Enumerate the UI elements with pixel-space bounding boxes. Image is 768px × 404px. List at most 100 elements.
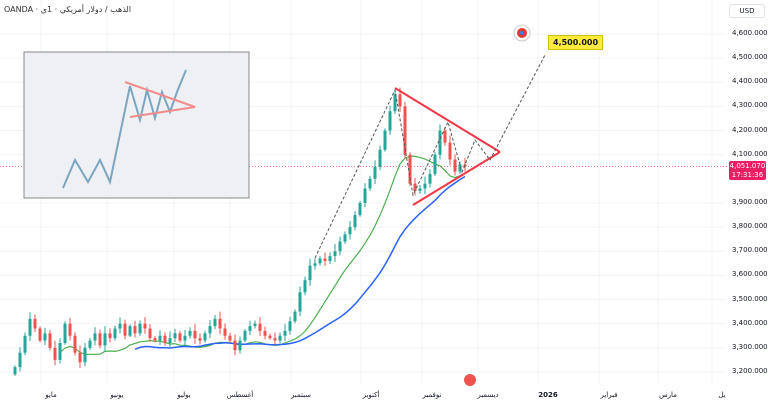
candle — [248, 326, 252, 331]
candle — [138, 323, 142, 334]
candle — [358, 202, 362, 216]
candle — [213, 318, 217, 327]
candle — [153, 338, 157, 341]
candle — [53, 347, 57, 360]
candle — [298, 292, 302, 312]
candle — [123, 323, 127, 336]
candle — [393, 94, 397, 112]
time-tick: يل — [718, 391, 726, 399]
candle — [243, 330, 247, 341]
candle — [133, 326, 137, 334]
time-tick: فبراير — [600, 391, 618, 399]
candle — [203, 333, 207, 341]
time-tick: يونيو — [110, 391, 124, 399]
candle — [48, 333, 52, 348]
candle — [208, 326, 212, 334]
candle — [43, 333, 47, 341]
candle — [418, 188, 422, 191]
currency-button[interactable]: USD — [729, 4, 765, 18]
candle — [458, 164, 462, 172]
candle — [168, 338, 172, 343]
candle — [223, 328, 227, 336]
candle — [228, 335, 232, 341]
price-tick: 3,300.000 — [732, 342, 768, 351]
candle — [423, 183, 427, 189]
candle — [413, 183, 417, 191]
event-icon — [464, 374, 476, 386]
candle — [363, 188, 367, 203]
current-price-label: 4,051.070 17:31:36 — [729, 161, 766, 180]
symbol-title[interactable]: OANDA · الذهب / دولار أمريكي · 1ي — [4, 5, 132, 14]
pattern-illustration — [23, 51, 250, 199]
candle — [13, 367, 17, 375]
target-icon-center — [520, 31, 524, 35]
candle — [343, 234, 347, 242]
moving-average-slow — [134, 175, 466, 350]
time-tick: مارس — [659, 391, 677, 399]
price-tick: 3,200.000 — [732, 366, 768, 375]
candle — [188, 330, 192, 336]
time-tick: أكتوبر — [362, 391, 380, 399]
candle — [303, 280, 307, 293]
candle — [288, 321, 292, 331]
candle — [388, 111, 392, 131]
candle — [263, 330, 267, 336]
candle — [453, 159, 457, 172]
price-tick: 3,400.000 — [732, 318, 768, 327]
candle — [183, 335, 187, 341]
candle — [78, 352, 82, 363]
price-tick: 3,800.000 — [732, 222, 768, 231]
moving-average-fast — [59, 155, 466, 355]
candle — [143, 323, 147, 329]
price-tick: 4,200.000 — [732, 125, 768, 134]
candle — [323, 258, 327, 261]
candle — [163, 335, 167, 343]
time-tick: مايو — [45, 391, 57, 399]
candle — [448, 142, 452, 160]
price-tick: 4,300.000 — [732, 101, 768, 110]
candle — [238, 340, 242, 351]
candle — [88, 340, 92, 348]
candle — [218, 318, 222, 329]
time-tick: أغسطس — [226, 391, 254, 399]
candle — [278, 335, 282, 341]
time-tick: يوليو — [177, 391, 191, 399]
candle — [273, 338, 277, 341]
price-tick: 4,500.000 — [732, 53, 768, 62]
candle — [233, 340, 237, 351]
price-tick: 3,900.000 — [732, 197, 768, 206]
candle — [178, 333, 182, 341]
candle — [148, 328, 152, 339]
candle — [373, 166, 377, 179]
time-tick: 2026 — [538, 391, 558, 399]
candle — [428, 174, 432, 184]
time-tick: سبتمبر — [290, 391, 312, 399]
candle — [403, 106, 407, 155]
candle — [98, 333, 102, 346]
candle — [58, 342, 62, 360]
candle — [193, 330, 197, 339]
bar-countdown: 17:31:36 — [731, 171, 764, 179]
candle — [73, 335, 77, 353]
candle — [28, 318, 32, 336]
price-tick: 4,100.000 — [732, 149, 768, 158]
candle — [383, 130, 387, 150]
illustration-triangle — [124, 81, 196, 118]
projection-path — [314, 54, 546, 259]
candle — [378, 149, 382, 167]
price-tick: 3,600.000 — [732, 270, 768, 279]
candle — [348, 227, 352, 235]
current-price: 4,051.070 — [729, 162, 766, 170]
candle — [353, 215, 357, 228]
candle — [333, 251, 337, 257]
candle — [113, 328, 117, 339]
target-price-label: 4,500.000 — [548, 35, 604, 50]
candle — [308, 265, 312, 281]
candle — [268, 335, 272, 339]
candle — [68, 323, 72, 336]
candle — [338, 241, 342, 252]
candle — [173, 333, 177, 339]
candle — [258, 323, 262, 331]
candle — [23, 335, 27, 353]
